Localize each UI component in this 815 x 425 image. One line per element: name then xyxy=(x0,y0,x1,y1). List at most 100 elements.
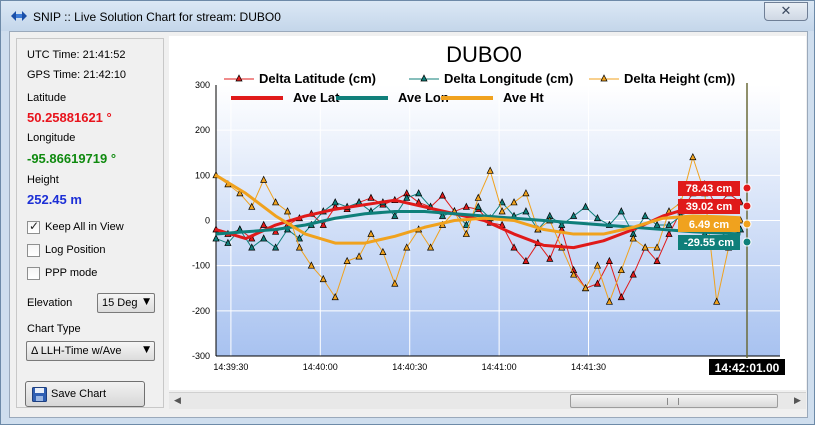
y-tick-label: 0 xyxy=(205,216,210,226)
elevation-label: Elevation xyxy=(27,297,73,309)
data-point xyxy=(319,274,327,283)
data-point xyxy=(581,202,590,210)
value-label-text: 39.02 cm xyxy=(686,201,733,213)
value-label-text: -29.55 cm xyxy=(684,237,734,249)
utc-time: UTC Time: 21:41:52 xyxy=(27,49,126,61)
data-point xyxy=(629,270,637,278)
y-tick-label: -200 xyxy=(192,306,210,316)
data-point xyxy=(248,202,256,210)
value-marker-dot xyxy=(742,237,752,247)
data-point xyxy=(462,229,470,237)
data-point xyxy=(474,202,482,210)
legend-marker xyxy=(420,74,428,82)
value-label-text: 78.43 cm xyxy=(686,183,733,195)
data-point xyxy=(295,243,304,251)
height-label: Height xyxy=(27,174,59,186)
app-icon xyxy=(11,11,27,21)
live-solution-chart[interactable]: 300 200 100 0 -100 -200 -300 14:39:30 14:40:00 1… xyxy=(169,36,806,390)
scroll-right-icon[interactable]: ▶ xyxy=(794,396,801,406)
data-point xyxy=(486,166,494,174)
data-point xyxy=(248,243,256,251)
data-point xyxy=(498,207,506,215)
x-tick-label: 14:41:30 xyxy=(571,362,606,372)
legend-marker xyxy=(600,74,608,82)
data-point xyxy=(581,283,590,292)
data-point xyxy=(689,152,697,161)
data-point xyxy=(462,202,470,210)
legend-label: Ave Lat xyxy=(293,90,340,105)
data-point xyxy=(367,193,375,201)
title-bar[interactable]: SNIP :: Live Solution Chart for stream: … xyxy=(1,1,814,31)
latitude-value: 50.25881621 ° xyxy=(27,110,112,125)
data-point xyxy=(617,293,625,301)
data-point xyxy=(522,189,530,197)
data-point xyxy=(629,234,637,242)
data-point xyxy=(665,220,673,228)
data-point xyxy=(391,211,399,219)
data-point xyxy=(212,234,220,242)
chart-type-label: Chart Type xyxy=(27,323,81,335)
data-point xyxy=(665,229,673,237)
data-point xyxy=(653,243,661,251)
data-point xyxy=(236,189,244,197)
data-point xyxy=(272,198,280,206)
data-point xyxy=(510,198,518,206)
x-tick-label: 14:39:30 xyxy=(213,362,248,372)
data-point xyxy=(367,229,375,237)
x-tick-label: 14:41:00 xyxy=(482,362,517,372)
elevation-select[interactable]: 15 Deg ▼ xyxy=(97,293,155,313)
data-point xyxy=(295,234,304,242)
data-point xyxy=(570,211,578,219)
data-point xyxy=(593,213,602,222)
legend-label: Ave Ht xyxy=(503,90,544,105)
current-time-box xyxy=(709,359,785,375)
data-point xyxy=(653,256,661,264)
value-marker-dot xyxy=(742,219,752,229)
floppy-disk-icon xyxy=(32,387,47,402)
chart-panel[interactable]: 300 200 100 0 -100 -200 -300 14:39:30 14:40:00 1… xyxy=(169,36,806,390)
x-tick-label: 14:40:00 xyxy=(303,362,338,372)
y-tick-label: -100 xyxy=(192,261,210,271)
data-point xyxy=(438,191,447,199)
data-point xyxy=(522,207,530,215)
chevron-down-icon: ▼ xyxy=(143,297,150,307)
value-label-box xyxy=(678,235,740,250)
log-position-label: Log Position xyxy=(45,244,106,256)
info-panel: UTC Time: 21:41:52 GPS Time: 21:42:10 La… xyxy=(16,38,164,408)
value-label-box xyxy=(678,181,740,196)
data-point xyxy=(415,189,423,197)
keep-all-in-view-checkbox[interactable]: ✓ xyxy=(27,219,40,234)
x-tick-label: 14:40:30 xyxy=(392,362,427,372)
log-position-checkbox[interactable] xyxy=(27,244,40,257)
latitude-label: Latitude xyxy=(27,92,67,104)
longitude-label: Longitude xyxy=(27,132,76,144)
window-title: SNIP :: Live Solution Chart for stream: … xyxy=(33,10,281,24)
check-icon: ✓ xyxy=(29,219,40,233)
series-line-ave-lat xyxy=(215,198,741,250)
ppp-mode-label: PPP mode xyxy=(45,267,98,279)
data-point xyxy=(427,243,435,251)
data-point xyxy=(379,247,387,255)
scrollbar-thumb[interactable] xyxy=(570,394,778,408)
y-tick-label: 100 xyxy=(195,170,210,180)
legend-label: Delta Height (cm)) xyxy=(624,71,735,86)
data-point xyxy=(319,220,327,228)
data-point xyxy=(224,238,232,246)
ppp-mode-checkbox[interactable] xyxy=(27,267,40,280)
chart-type-select[interactable]: Δ LLH-Time w/Ave ▼ xyxy=(26,341,155,361)
save-chart-button[interactable]: Save Chart xyxy=(25,381,145,407)
data-point xyxy=(713,297,721,305)
horizontal-scrollbar[interactable]: ◀ ▶ xyxy=(169,392,806,409)
data-point xyxy=(605,297,613,305)
close-button[interactable]: ✕ xyxy=(764,2,808,21)
data-point xyxy=(438,211,447,219)
data-point xyxy=(391,279,399,287)
legend-label: Delta Longitude (cm) xyxy=(444,71,573,86)
scroll-left-icon[interactable]: ◀ xyxy=(174,396,181,406)
data-point xyxy=(605,256,613,264)
data-point xyxy=(331,198,339,206)
value-label-text: 6.49 cm xyxy=(689,219,730,231)
data-point xyxy=(641,243,649,251)
data-point xyxy=(260,175,268,183)
